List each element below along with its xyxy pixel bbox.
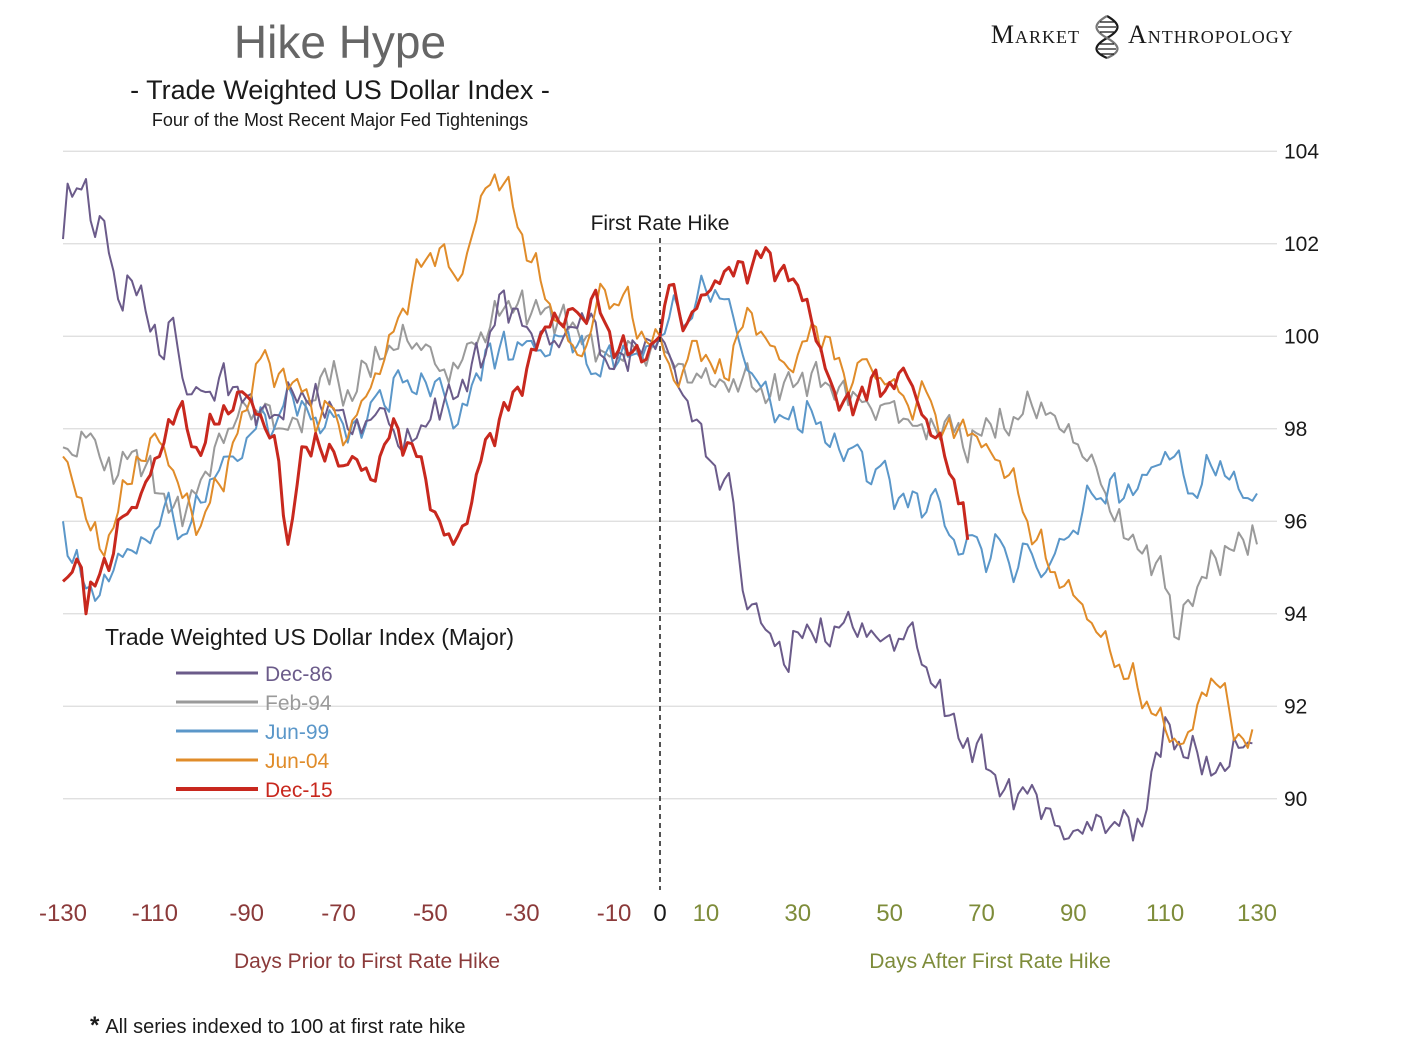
brand-left: Market xyxy=(991,20,1080,49)
x-tick-label: -110 xyxy=(132,900,178,927)
legend-title: Trade Weighted US Dollar Index (Major) xyxy=(105,624,514,650)
x-tick-label: -70 xyxy=(321,900,356,927)
x-tick-label: 30 xyxy=(784,900,811,927)
x-tick-label: -90 xyxy=(229,900,264,927)
x-tick-label: 10 xyxy=(693,900,720,927)
x-tick-label: 90 xyxy=(1060,900,1087,927)
footnote: * All series indexed to 100 at first rate… xyxy=(90,1012,466,1039)
y-tick-label: 94 xyxy=(1284,603,1308,626)
x-axis: -130 -110 -90 -70 -50 -30 -10 0 10 30 50 70 90 110 130 xyxy=(39,900,1277,927)
footnote-star: * xyxy=(90,1012,100,1039)
legend-label-jun-99: Jun-99 xyxy=(265,721,329,744)
chart-subtitle: - Trade Weighted US Dollar Index - xyxy=(130,75,550,105)
series-line-dec-15 xyxy=(61,246,970,616)
series-layer xyxy=(61,173,1258,842)
y-tick-label: 92 xyxy=(1284,695,1307,718)
x-tick-label: 70 xyxy=(968,900,995,927)
y-tick-label: 90 xyxy=(1284,788,1307,811)
x-tick-label: 50 xyxy=(876,900,903,927)
y-tick-label: 104 xyxy=(1284,140,1319,163)
legend-label-feb-94: Feb-94 xyxy=(265,692,332,715)
x-tick-label: -50 xyxy=(413,900,448,927)
legend-label-jun-04: Jun-04 xyxy=(265,750,330,773)
footnote-text: All series indexed to 100 at first rate … xyxy=(105,1016,465,1038)
series-line-dec-86 xyxy=(62,178,1253,842)
legend: Dec-86 Feb-94 Jun-99 Jun-04 Dec-15 xyxy=(176,663,333,802)
y-axis: 90 92 94 96 98 100 102 104 xyxy=(1284,140,1319,811)
y-tick-label: 102 xyxy=(1284,233,1319,256)
x-tick-label: -30 xyxy=(505,900,540,927)
x-tick-label: 130 xyxy=(1237,900,1277,927)
legend-label-dec-86: Dec-86 xyxy=(265,663,333,686)
y-tick-label: 96 xyxy=(1284,510,1307,533)
legend-label-dec-15: Dec-15 xyxy=(265,779,333,802)
chart-title: Hike Hype xyxy=(234,16,446,68)
x-label-after: Days After First Rate Hike xyxy=(869,950,1111,973)
y-tick-label: 100 xyxy=(1284,325,1319,348)
x-tick-label: 110 xyxy=(1146,900,1184,927)
dna-helix-icon xyxy=(1095,15,1119,60)
series-line-jun-04 xyxy=(62,173,1254,749)
y-tick-label: 98 xyxy=(1284,418,1307,441)
first-rate-hike-label: First Rate Hike xyxy=(591,212,730,235)
x-tick-label: 0 xyxy=(653,900,666,927)
x-tick-label: -10 xyxy=(597,900,632,927)
x-tick-label: -130 xyxy=(39,900,87,927)
brand: Market Anthropology xyxy=(991,15,1294,60)
chart-subsubtitle: Four of the Most Recent Major Fed Tighte… xyxy=(152,110,528,130)
brand-right: Anthropology xyxy=(1128,20,1294,49)
x-label-before: Days Prior to First Rate Hike xyxy=(234,950,500,973)
